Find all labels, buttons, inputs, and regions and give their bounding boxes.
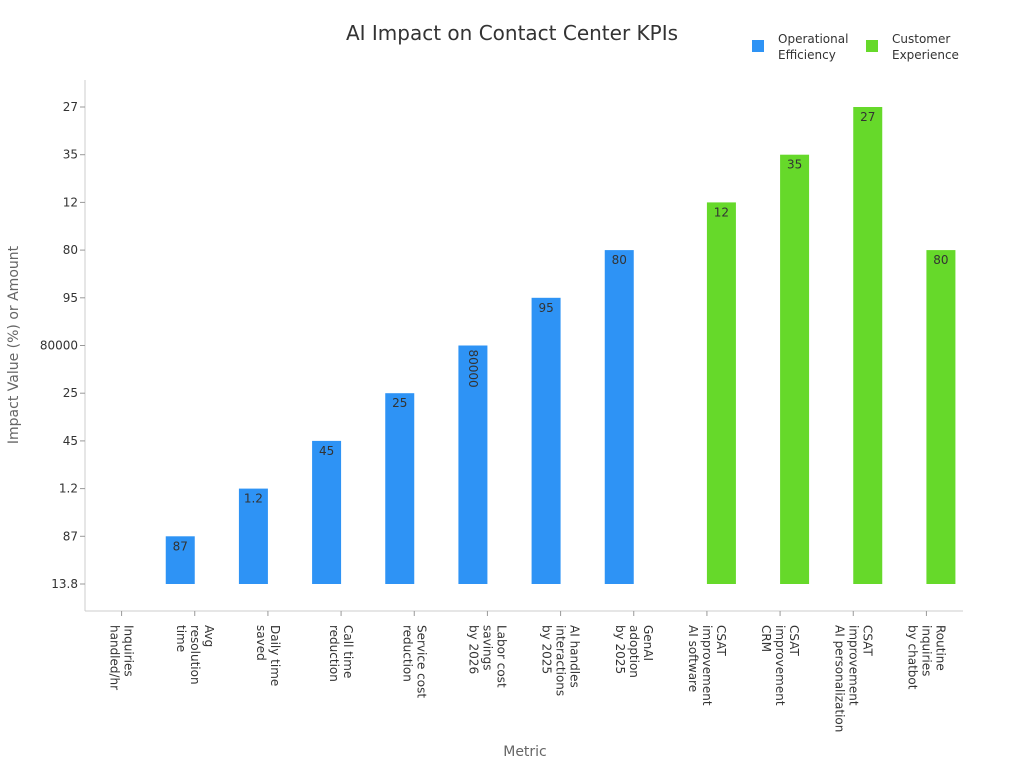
data-label: 95 [538, 301, 553, 315]
bar [531, 297, 561, 584]
y-tick-label: 45 [63, 434, 78, 448]
bar [706, 202, 736, 584]
data-label: 25 [392, 396, 407, 410]
y-tick-label: 1.2 [59, 482, 78, 496]
data-label: 27 [860, 110, 875, 124]
x-tick-label: Daily timesaved [254, 625, 282, 686]
x-tick-label: CSATimprovementAI software [686, 625, 728, 706]
bar [312, 440, 342, 584]
data-label: 80000 [466, 350, 480, 388]
data-label: 80 [612, 253, 627, 267]
x-tick-label: Service costreduction [400, 625, 428, 698]
data-label: 45 [319, 444, 334, 458]
bar [926, 250, 956, 584]
legend-swatch [866, 40, 878, 52]
bar [780, 154, 810, 584]
x-axis-label: Metric [503, 744, 547, 760]
data-label: 80 [933, 253, 948, 267]
bar [853, 107, 883, 584]
x-tick-label: Inquirieshandled/hr [108, 625, 136, 690]
bar [385, 393, 415, 584]
chart-title: AI Impact on Contact Center KPIs [346, 21, 678, 45]
data-label: 35 [787, 158, 802, 172]
y-tick-label: 25 [63, 386, 78, 400]
legend-label: Customer Experience [892, 32, 959, 62]
legend-label: Operational Efficiency [778, 32, 848, 62]
x-tick-label: Avgresolutiontime [174, 625, 216, 685]
y-tick-label: 95 [63, 291, 78, 305]
y-axis-label: Impact Value (%) or Amount [6, 245, 22, 444]
y-tick-label: 87 [63, 529, 78, 543]
legend-swatch [752, 40, 764, 52]
x-tick-label: Labor costsavingsby 2026 [466, 625, 508, 688]
x-tick-label: AI handlesinteractionsby 2025 [540, 625, 582, 696]
data-label: 12 [714, 205, 729, 219]
y-tick-label: 13.8 [51, 577, 78, 591]
data-label: 1.2 [244, 492, 263, 506]
bar [458, 345, 488, 584]
bar [165, 536, 195, 584]
x-tick-label: GenAIadoptionby 2025 [613, 625, 655, 678]
x-tick-label: CSATimprovementCRM [759, 625, 801, 706]
y-tick-label: 80000 [40, 339, 78, 353]
bar [238, 488, 268, 584]
y-tick-label: 27 [63, 100, 78, 114]
y-tick-label: 80 [63, 243, 78, 257]
data-label: 87 [173, 539, 188, 553]
x-tick-label: Routineinquiriesby chatbot [905, 625, 947, 690]
bar [604, 250, 634, 584]
y-tick-label: 12 [63, 195, 78, 209]
x-tick-label: CSATimprovementAI personalization [832, 625, 874, 732]
x-tick-label: Call timereduction [327, 625, 355, 682]
y-tick-label: 35 [63, 148, 78, 162]
